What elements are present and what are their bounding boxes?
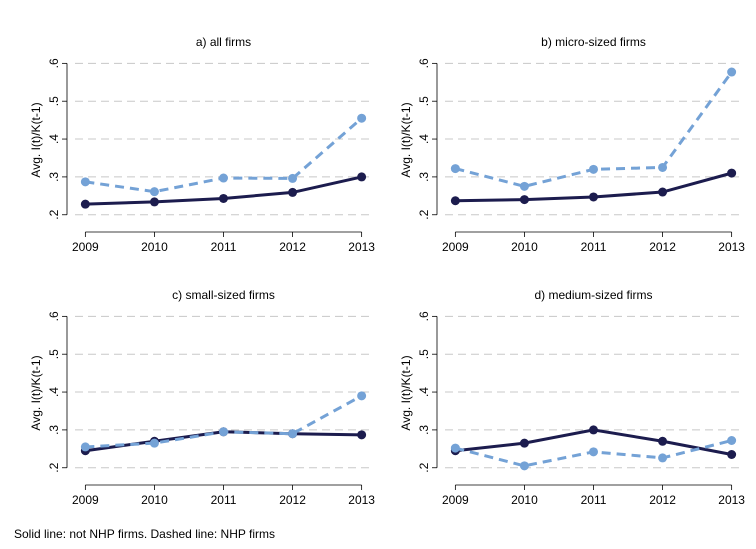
series-marker	[727, 168, 737, 178]
y-axis-label: Avg. I(t)/K(t-1)	[399, 102, 413, 177]
x-tick-label: 2013	[348, 493, 375, 507]
y-tick-label: .6	[417, 58, 431, 68]
panel-title: d) medium-sized firms	[534, 288, 652, 302]
series-marker	[519, 181, 529, 191]
series-marker	[450, 164, 460, 174]
series-marker	[589, 447, 598, 457]
x-tick-label: 2013	[718, 493, 745, 507]
x-tick-label: 2009	[442, 493, 469, 507]
series-marker	[658, 453, 668, 463]
series-marker	[357, 172, 367, 182]
series-marker	[450, 196, 460, 206]
series-marker	[80, 177, 90, 187]
x-tick-label: 2011	[211, 240, 237, 254]
x-tick-label: 2012	[649, 240, 676, 254]
y-tick-label: .3	[47, 172, 61, 182]
series-marker	[219, 193, 228, 203]
series-marker	[658, 187, 668, 197]
series-marker	[357, 430, 367, 440]
series-marker	[658, 162, 668, 172]
y-tick-label: .6	[417, 311, 431, 321]
y-tick-label: .3	[417, 172, 431, 182]
series-marker	[357, 113, 367, 123]
x-tick-label: 2009	[72, 240, 99, 254]
x-tick-label: 2013	[718, 240, 745, 254]
y-tick-label: .4	[47, 134, 61, 144]
series-marker	[288, 173, 298, 183]
panel-title: c) small-sized firms	[172, 288, 275, 302]
series-marker	[288, 429, 298, 439]
x-tick-label: 2012	[649, 493, 676, 507]
series-marker	[80, 199, 90, 209]
series-marker	[519, 195, 529, 205]
x-tick-label: 2012	[279, 240, 306, 254]
y-axis-label: Avg. I(t)/K(t-1)	[29, 102, 43, 177]
series-marker	[149, 197, 159, 207]
y-axis-label: Avg. I(t)/K(t-1)	[399, 355, 413, 430]
x-tick-label: 2010	[141, 240, 168, 254]
y-tick-label: .5	[417, 96, 431, 106]
series-marker	[589, 425, 598, 435]
x-tick-label: 2009	[72, 493, 99, 507]
series-marker	[727, 450, 737, 460]
y-tick-label: .6	[47, 58, 61, 68]
x-tick-label: 2010	[511, 240, 538, 254]
series-marker	[149, 438, 159, 448]
series-marker	[589, 192, 598, 202]
y-tick-label: .2	[47, 209, 61, 219]
x-tick-label: 2010	[511, 493, 538, 507]
series-marker	[727, 67, 737, 77]
figure-note: Solid line: not NHP firms. Dashed line: …	[14, 527, 275, 541]
y-tick-label: .6	[47, 311, 61, 321]
series-marker	[357, 391, 367, 401]
y-tick-label: .5	[47, 96, 61, 106]
y-tick-label: .2	[47, 462, 61, 472]
y-tick-label: .2	[417, 462, 431, 472]
x-tick-label: 2011	[211, 493, 237, 507]
y-tick-label: .5	[417, 349, 431, 359]
y-tick-label: .4	[417, 387, 431, 397]
y-tick-label: .4	[417, 134, 431, 144]
y-tick-label: .3	[47, 425, 61, 435]
y-tick-label: .4	[47, 387, 61, 397]
panel-title: a) all firms	[196, 35, 251, 49]
series-marker	[219, 427, 228, 437]
x-tick-label: 2011	[581, 493, 607, 507]
series-marker	[219, 173, 228, 183]
series-marker	[658, 436, 668, 446]
x-tick-label: 2012	[279, 493, 306, 507]
series-marker	[519, 461, 529, 471]
y-tick-label: .2	[417, 209, 431, 219]
series-marker	[727, 436, 737, 446]
x-tick-label: 2009	[442, 240, 469, 254]
panel-title: b) micro-sized firms	[541, 35, 646, 49]
x-tick-label: 2011	[581, 240, 607, 254]
x-tick-label: 2013	[348, 240, 375, 254]
series-marker	[149, 187, 159, 197]
series-marker	[589, 164, 598, 174]
y-axis-label: Avg. I(t)/K(t-1)	[29, 355, 43, 430]
y-tick-label: .3	[417, 425, 431, 435]
series-marker	[519, 438, 529, 448]
series-marker	[80, 442, 90, 452]
y-tick-label: .5	[47, 349, 61, 359]
x-tick-label: 2010	[141, 493, 168, 507]
series-marker	[450, 443, 460, 453]
series-marker	[288, 187, 298, 197]
